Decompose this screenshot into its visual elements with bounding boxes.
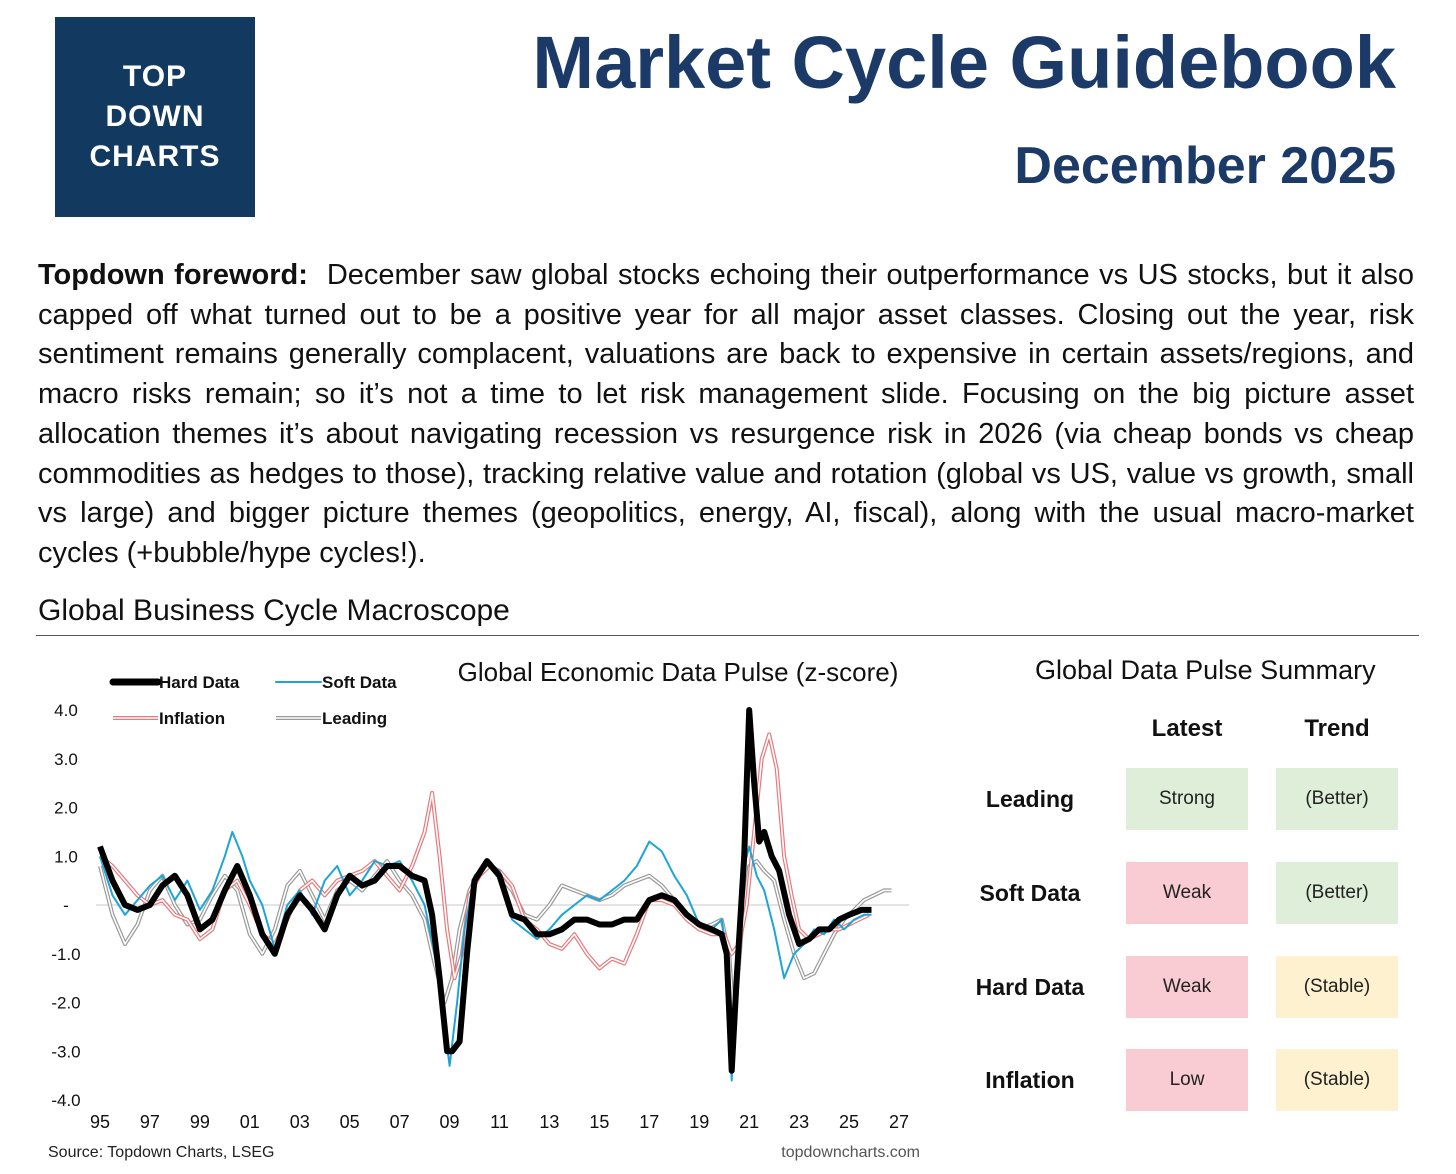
latest-cell-leading: Strong bbox=[1126, 768, 1248, 830]
trend-cell-inflation: (Stable) bbox=[1276, 1049, 1398, 1111]
x-tick-label: 03 bbox=[290, 1112, 310, 1132]
series-line-hard-data bbox=[97, 707, 872, 1074]
x-tick-label: 99 bbox=[190, 1112, 210, 1132]
latest-cell-inflation: Low bbox=[1126, 1049, 1248, 1111]
page-subtitle: December 2025 bbox=[1014, 137, 1396, 195]
x-tick-label: 27 bbox=[889, 1112, 909, 1132]
x-tick-label: 05 bbox=[340, 1112, 360, 1132]
trend-cell-hard-data: (Stable) bbox=[1276, 956, 1398, 1018]
y-tick-label: -3.0 bbox=[51, 1042, 80, 1061]
logo-line-3: CHARTS bbox=[89, 140, 221, 173]
y-tick-label: 1.0 bbox=[54, 847, 78, 866]
chart-source: Source: Topdown Charts, LSEG bbox=[48, 1144, 275, 1161]
page-title: Market Cycle Guidebook bbox=[532, 21, 1396, 104]
y-tick-label: - bbox=[63, 896, 69, 915]
legend-label-leading: Leading bbox=[322, 709, 387, 728]
x-tick-label: 25 bbox=[839, 1112, 859, 1132]
x-tick-label: 13 bbox=[539, 1112, 559, 1132]
x-tick-label: 95 bbox=[90, 1112, 110, 1132]
section-divider bbox=[36, 635, 1419, 636]
trend-cell-leading: (Better) bbox=[1276, 768, 1398, 830]
logo-line-2: DOWN bbox=[105, 100, 205, 133]
row-label-inflation: Inflation bbox=[985, 1067, 1075, 1093]
latest-cell-soft-data: Weak bbox=[1126, 862, 1248, 924]
section-title: Global Business Cycle Macroscope bbox=[38, 594, 510, 627]
brand-logo: TOP DOWN CHARTS bbox=[55, 17, 255, 217]
x-tick-label: 21 bbox=[739, 1112, 759, 1132]
x-tick-label: 19 bbox=[689, 1112, 709, 1132]
legend-label-soft-data: Soft Data bbox=[322, 673, 397, 692]
row-label-soft-data: Soft Data bbox=[979, 880, 1081, 906]
x-tick-label: 97 bbox=[140, 1112, 160, 1132]
x-tick-label: 01 bbox=[240, 1112, 260, 1132]
foreword-paragraph: Topdown foreword: December saw global st… bbox=[38, 256, 1414, 574]
data-pulse-chart: 4.0 3.0 2.0 1.0 - -1.0 -2.0 -3.0 -4.0 95 97 99 01 03 0… bbox=[48, 657, 920, 1161]
x-tick-label: 15 bbox=[589, 1112, 609, 1132]
x-tick-label: 07 bbox=[390, 1112, 410, 1132]
series-line-inner-leading bbox=[99, 860, 892, 1028]
column-header-latest: Latest bbox=[1151, 715, 1223, 742]
foreword-text: December saw global stocks echoing their… bbox=[38, 259, 1414, 569]
y-tick-label: -1.0 bbox=[51, 945, 80, 964]
y-tick-label: 4.0 bbox=[54, 701, 78, 720]
x-tick-label: 17 bbox=[639, 1112, 659, 1132]
x-tick-label: 11 bbox=[490, 1112, 509, 1132]
y-tick-label: -4.0 bbox=[51, 1091, 80, 1110]
foreword-label: Topdown foreword: bbox=[38, 259, 308, 291]
y-tick-label: 2.0 bbox=[54, 799, 78, 818]
x-tick-label: 09 bbox=[440, 1112, 460, 1132]
logo-line-1: TOP bbox=[122, 60, 188, 93]
row-label-hard-data: Hard Data bbox=[975, 974, 1085, 1000]
latest-cell-hard-data: Weak bbox=[1126, 956, 1248, 1018]
x-tick-label: 23 bbox=[789, 1112, 809, 1132]
row-label-leading: Leading bbox=[985, 786, 1075, 812]
summary-title: Global Data Pulse Summary bbox=[1035, 655, 1376, 685]
y-tick-label: -2.0 bbox=[51, 994, 80, 1013]
chart-title: Global Economic Data Pulse (z-score) bbox=[458, 657, 899, 687]
y-tick-label: 3.0 bbox=[54, 750, 78, 769]
legend-label-inflation: Inflation bbox=[159, 709, 225, 728]
chart-watermark: topdowncharts.com bbox=[781, 1144, 920, 1161]
trend-cell-soft-data: (Better) bbox=[1276, 862, 1398, 924]
column-header-trend: Trend bbox=[1304, 715, 1370, 742]
legend-label-hard-data: Hard Data bbox=[159, 673, 240, 692]
